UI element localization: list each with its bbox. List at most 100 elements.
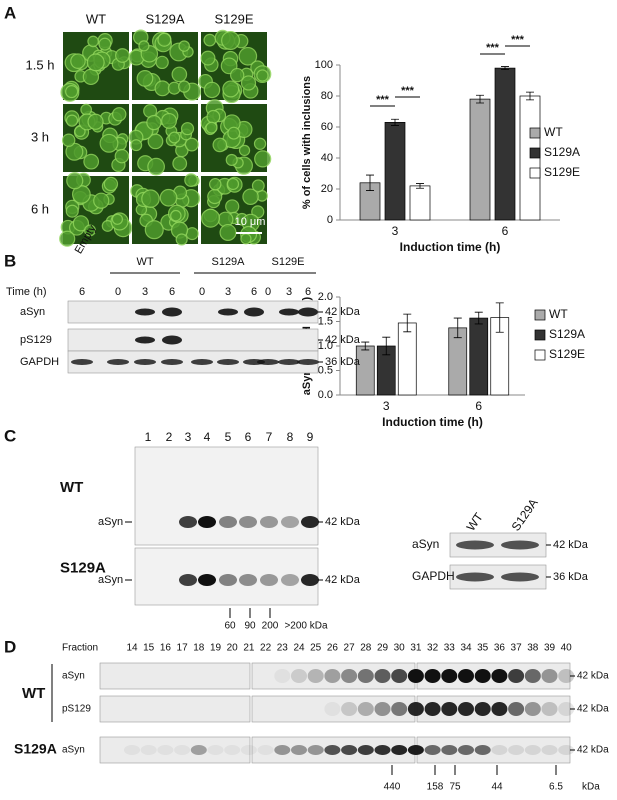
cell	[253, 137, 267, 150]
marker-label: 75	[449, 782, 461, 793]
fraction-label: 16	[160, 643, 172, 654]
annotation: ***	[486, 42, 500, 54]
size-label: 42 kDa	[325, 574, 361, 586]
error-bar	[501, 66, 509, 71]
time-label: Time (h)	[6, 286, 47, 298]
y-tick-label: 2.0	[318, 291, 333, 303]
cell	[98, 37, 112, 51]
blot-band	[508, 702, 525, 716]
fraction-label: 21	[243, 643, 255, 654]
legend-label: S129A	[544, 145, 580, 159]
blot-band	[218, 308, 238, 316]
cell	[115, 48, 130, 63]
size-label: 42 kDa	[325, 334, 361, 346]
cell	[184, 173, 198, 187]
blot-band	[474, 702, 491, 716]
blot-band	[190, 745, 207, 755]
blot-band	[324, 669, 341, 683]
cell	[256, 69, 269, 82]
group-label: S129E	[271, 256, 304, 268]
blot-band	[391, 669, 408, 683]
cell	[240, 75, 257, 91]
fraction-label: 4	[204, 430, 211, 444]
cell	[201, 208, 221, 228]
cell	[111, 107, 127, 122]
blot-band	[374, 702, 391, 716]
blot-band	[179, 516, 197, 528]
fraction-label: 38	[527, 643, 539, 654]
legend-swatch	[529, 167, 541, 179]
error-bar	[366, 174, 374, 191]
side-row-label: GAPDH	[412, 569, 455, 583]
blot-band	[456, 540, 494, 550]
fraction-title: Fraction	[62, 643, 98, 654]
side-lane: WT	[464, 510, 487, 534]
cell	[238, 46, 258, 66]
side-lane: S129A	[509, 496, 541, 534]
cell	[147, 133, 164, 150]
row-label: aSyn	[62, 671, 85, 682]
size-label: 42 kDa	[325, 306, 361, 318]
blot-band	[140, 745, 157, 755]
fraction-label: 27	[344, 643, 356, 654]
row-label: pS129	[20, 334, 52, 346]
fraction-label: 31	[410, 643, 422, 654]
blot-band	[391, 702, 408, 716]
cell	[157, 32, 172, 47]
cell	[205, 121, 218, 134]
blot-band	[391, 745, 408, 755]
blot-band	[162, 335, 182, 345]
blot	[134, 446, 319, 546]
blot-band	[135, 308, 155, 316]
fraction-label: 32	[427, 643, 439, 654]
fraction-label: 1	[145, 430, 152, 444]
blot-band	[374, 745, 391, 755]
lane-time: 6	[305, 286, 311, 298]
blot-band	[134, 359, 156, 365]
fraction-label: 2	[166, 430, 173, 444]
legend-swatch	[534, 329, 546, 341]
lane-time: 0	[199, 286, 205, 298]
fraction-label: 19	[210, 643, 222, 654]
blot-band	[474, 745, 491, 755]
sample-label: WT	[60, 479, 83, 496]
blot-band	[407, 669, 424, 683]
lane-time: 6	[251, 286, 257, 298]
blot-band	[191, 359, 213, 365]
annotation: ***	[511, 34, 525, 46]
cell	[99, 133, 119, 153]
x-tick-label: 6	[502, 224, 509, 238]
error-bar	[416, 183, 424, 189]
error-bar	[453, 317, 462, 339]
size-label: 42 kDa	[325, 516, 361, 528]
lane-time: 6	[169, 286, 175, 298]
blot-band	[441, 669, 458, 683]
blot-band	[161, 359, 183, 365]
side-size-label: 36 kDa	[553, 571, 589, 583]
y-tick-label: 40	[321, 152, 333, 164]
blot-band	[224, 745, 241, 755]
x-tick-label: 6	[475, 399, 482, 413]
fraction-label: 20	[227, 643, 239, 654]
cell	[221, 31, 241, 51]
marker-label: 158	[427, 782, 444, 793]
cell	[184, 137, 199, 152]
protein-label: aSyn	[98, 516, 123, 528]
cell	[84, 224, 96, 237]
annotation: ***	[401, 85, 415, 97]
error-bar	[476, 94, 484, 104]
legend-label: WT	[544, 125, 563, 139]
marker-label: 44	[491, 782, 503, 793]
blot-band	[240, 745, 257, 755]
blot-band	[458, 669, 474, 683]
fraction-label: 22	[260, 643, 272, 654]
cell	[200, 50, 216, 66]
blot-band	[281, 516, 299, 528]
legend-swatch	[534, 309, 546, 321]
fraction-label: 23	[277, 643, 289, 654]
fraction-label: 25	[310, 643, 322, 654]
bar	[409, 185, 431, 221]
sample-label: WT	[22, 685, 45, 702]
panel-label: D	[4, 637, 16, 656]
panel-label: C	[4, 426, 16, 445]
